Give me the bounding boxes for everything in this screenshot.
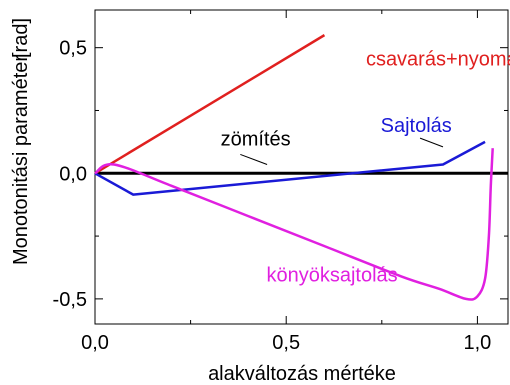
y-tick-label: 0,0	[59, 163, 87, 185]
series-line-sajtolas	[94, 140, 486, 196]
leader-line	[240, 153, 268, 165]
y-axis-label: Monotonitási paraméter	[10, 55, 32, 265]
plot-border	[94, 9, 509, 325]
y-tick-label: 0,5	[59, 38, 87, 60]
series-label: Sajtolás	[381, 115, 452, 137]
series-lines	[94, 34, 508, 301]
y-tick-label: -0,5	[53, 289, 87, 311]
y-axis-unit: [rad]	[10, 18, 32, 58]
annotation-leaders	[240, 137, 444, 165]
x-tick-label: 1,0	[464, 332, 492, 354]
x-tick-label: 0,0	[81, 332, 109, 354]
x-axis-label: alakváltozás mértéke	[208, 363, 396, 385]
series-line-konyoksajtolas	[94, 148, 494, 301]
plot-frame	[94, 9, 509, 325]
series-line-csavaras-nyomas	[94, 34, 326, 175]
axis-ticks: 0,0 0,5 1,0 0,5 0,0 -0,5	[53, 10, 508, 354]
leader-line	[419, 137, 444, 148]
x-tick-label: 0,5	[272, 332, 300, 354]
series-label: könyöksajtolás	[266, 264, 397, 286]
series-label: csavarás+nyomás	[366, 48, 510, 70]
series-label: zömítés	[221, 129, 291, 151]
annotation-labels: csavarás+nyomás Sajtolás zömítés könyöksajt…	[221, 48, 510, 286]
